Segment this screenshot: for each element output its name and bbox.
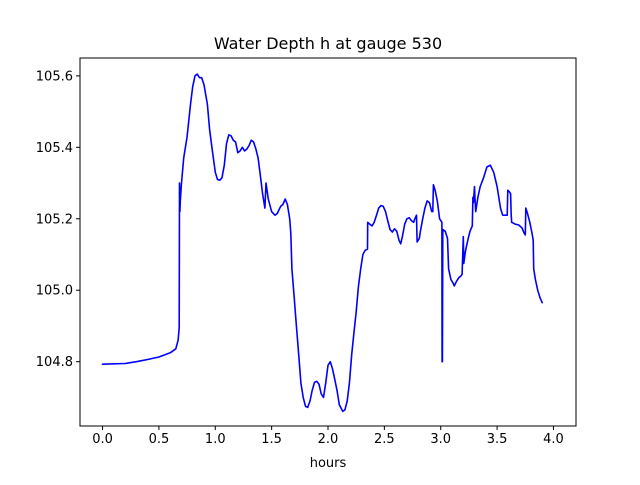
series-line [101,73,544,413]
x-tick-label: 0.5 [149,432,170,447]
y-tick-label: 105.4 [36,141,73,156]
x-axis: 0.0 0.5 1.0 1.5 2.0 2.5 3.0 3.5 4.0 [92,426,564,447]
y-axis: 104.8 105.0 105.2 105.4 105.6 [36,69,80,370]
x-tick-label: 4.0 [543,432,564,447]
y-tick-label: 105.0 [36,284,73,299]
chart-title: Water Depth h at gauge 530 [214,34,442,53]
x-tick-label: 1.0 [205,432,226,447]
y-tick-label: 104.8 [36,355,73,370]
x-tick-label: 1.5 [261,432,282,447]
x-tick-label: 2.0 [318,432,339,447]
x-axis-label: hours [310,456,347,471]
y-tick-label: 105.2 [36,212,73,227]
data-layer [101,73,544,413]
x-tick-label: 0.0 [92,432,113,447]
x-tick-label: 3.0 [430,432,451,447]
x-tick-label: 3.5 [487,432,508,447]
y-tick-label: 105.6 [36,69,73,84]
x-tick-label: 2.5 [374,432,395,447]
